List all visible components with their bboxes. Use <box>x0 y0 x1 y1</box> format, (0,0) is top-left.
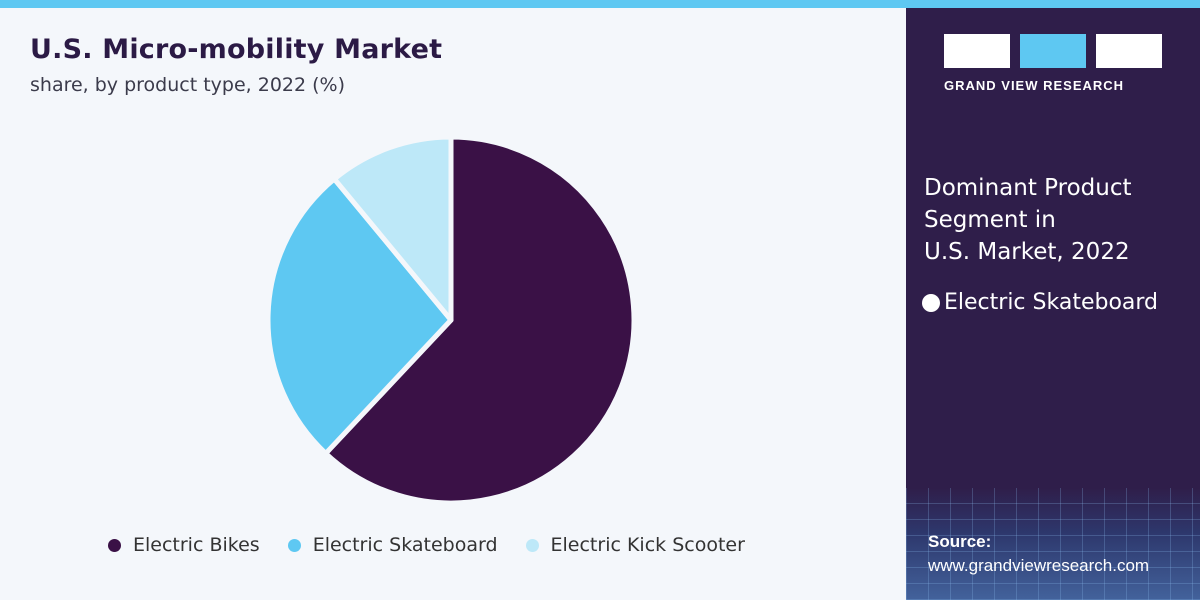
pie-slice-electric-kick-scooter <box>331 134 454 323</box>
dominant-segment-value: Electric Skateboard <box>922 290 1158 315</box>
legend-item: Electric Bikes <box>108 534 260 556</box>
legend-label: Electric Bikes <box>133 534 260 556</box>
dominant-title-line-1: Dominant Product <box>924 175 1132 201</box>
legend-item: Electric Skateboard <box>287 534 498 556</box>
legend-item: Electric Kick Scooter <box>525 534 745 556</box>
dominant-value-text: Electric Skateboard <box>944 290 1159 315</box>
pie-slice-electric-skateboard <box>265 176 454 456</box>
chart-subtitle: share, by product type, 2022 (%) <box>30 74 346 96</box>
chart-legend: Electric Bikes Electric Skateboard Electri… <box>108 534 773 556</box>
legend-label: Electric Skateboard <box>312 534 498 556</box>
legend-label: Electric Kick Scooter <box>550 534 745 556</box>
logo-block-g <box>944 34 1010 68</box>
bullet-dot-icon <box>922 293 940 312</box>
dominant-segment-title: Dominant Product Segment in U.S. Market,… <box>924 172 1192 268</box>
dominant-title-line-3: U.S. Market, 2022 <box>924 239 1130 265</box>
pie-chart <box>265 134 637 506</box>
logo-text: GRAND VIEW RESEARCH <box>944 78 1125 93</box>
dominant-title-line-2: Segment in <box>924 207 1056 233</box>
grand-view-research-logo: GRAND VIEW RESEARCH <box>944 34 1162 93</box>
legend-dot-icon <box>108 538 121 552</box>
legend-dot-icon <box>287 538 301 552</box>
top-accent-bar <box>0 0 1200 8</box>
logo-block-r <box>1096 34 1162 68</box>
legend-dot-icon <box>525 538 539 552</box>
decorative-grid-background <box>906 488 1200 600</box>
chart-title: U.S. Micro-mobility Market <box>30 34 443 65</box>
sidebar-panel: GRAND VIEW RESEARCH Dominant Product Seg… <box>906 8 1200 600</box>
logo-block-v <box>1020 34 1086 68</box>
source-label: Source: <box>928 532 992 551</box>
chart-panel: U.S. Micro-mobility Market share, by pro… <box>0 8 906 600</box>
source-link[interactable]: www.grandviewresearch.com <box>928 556 1150 575</box>
pie-slice-electric-bikes <box>323 134 637 506</box>
